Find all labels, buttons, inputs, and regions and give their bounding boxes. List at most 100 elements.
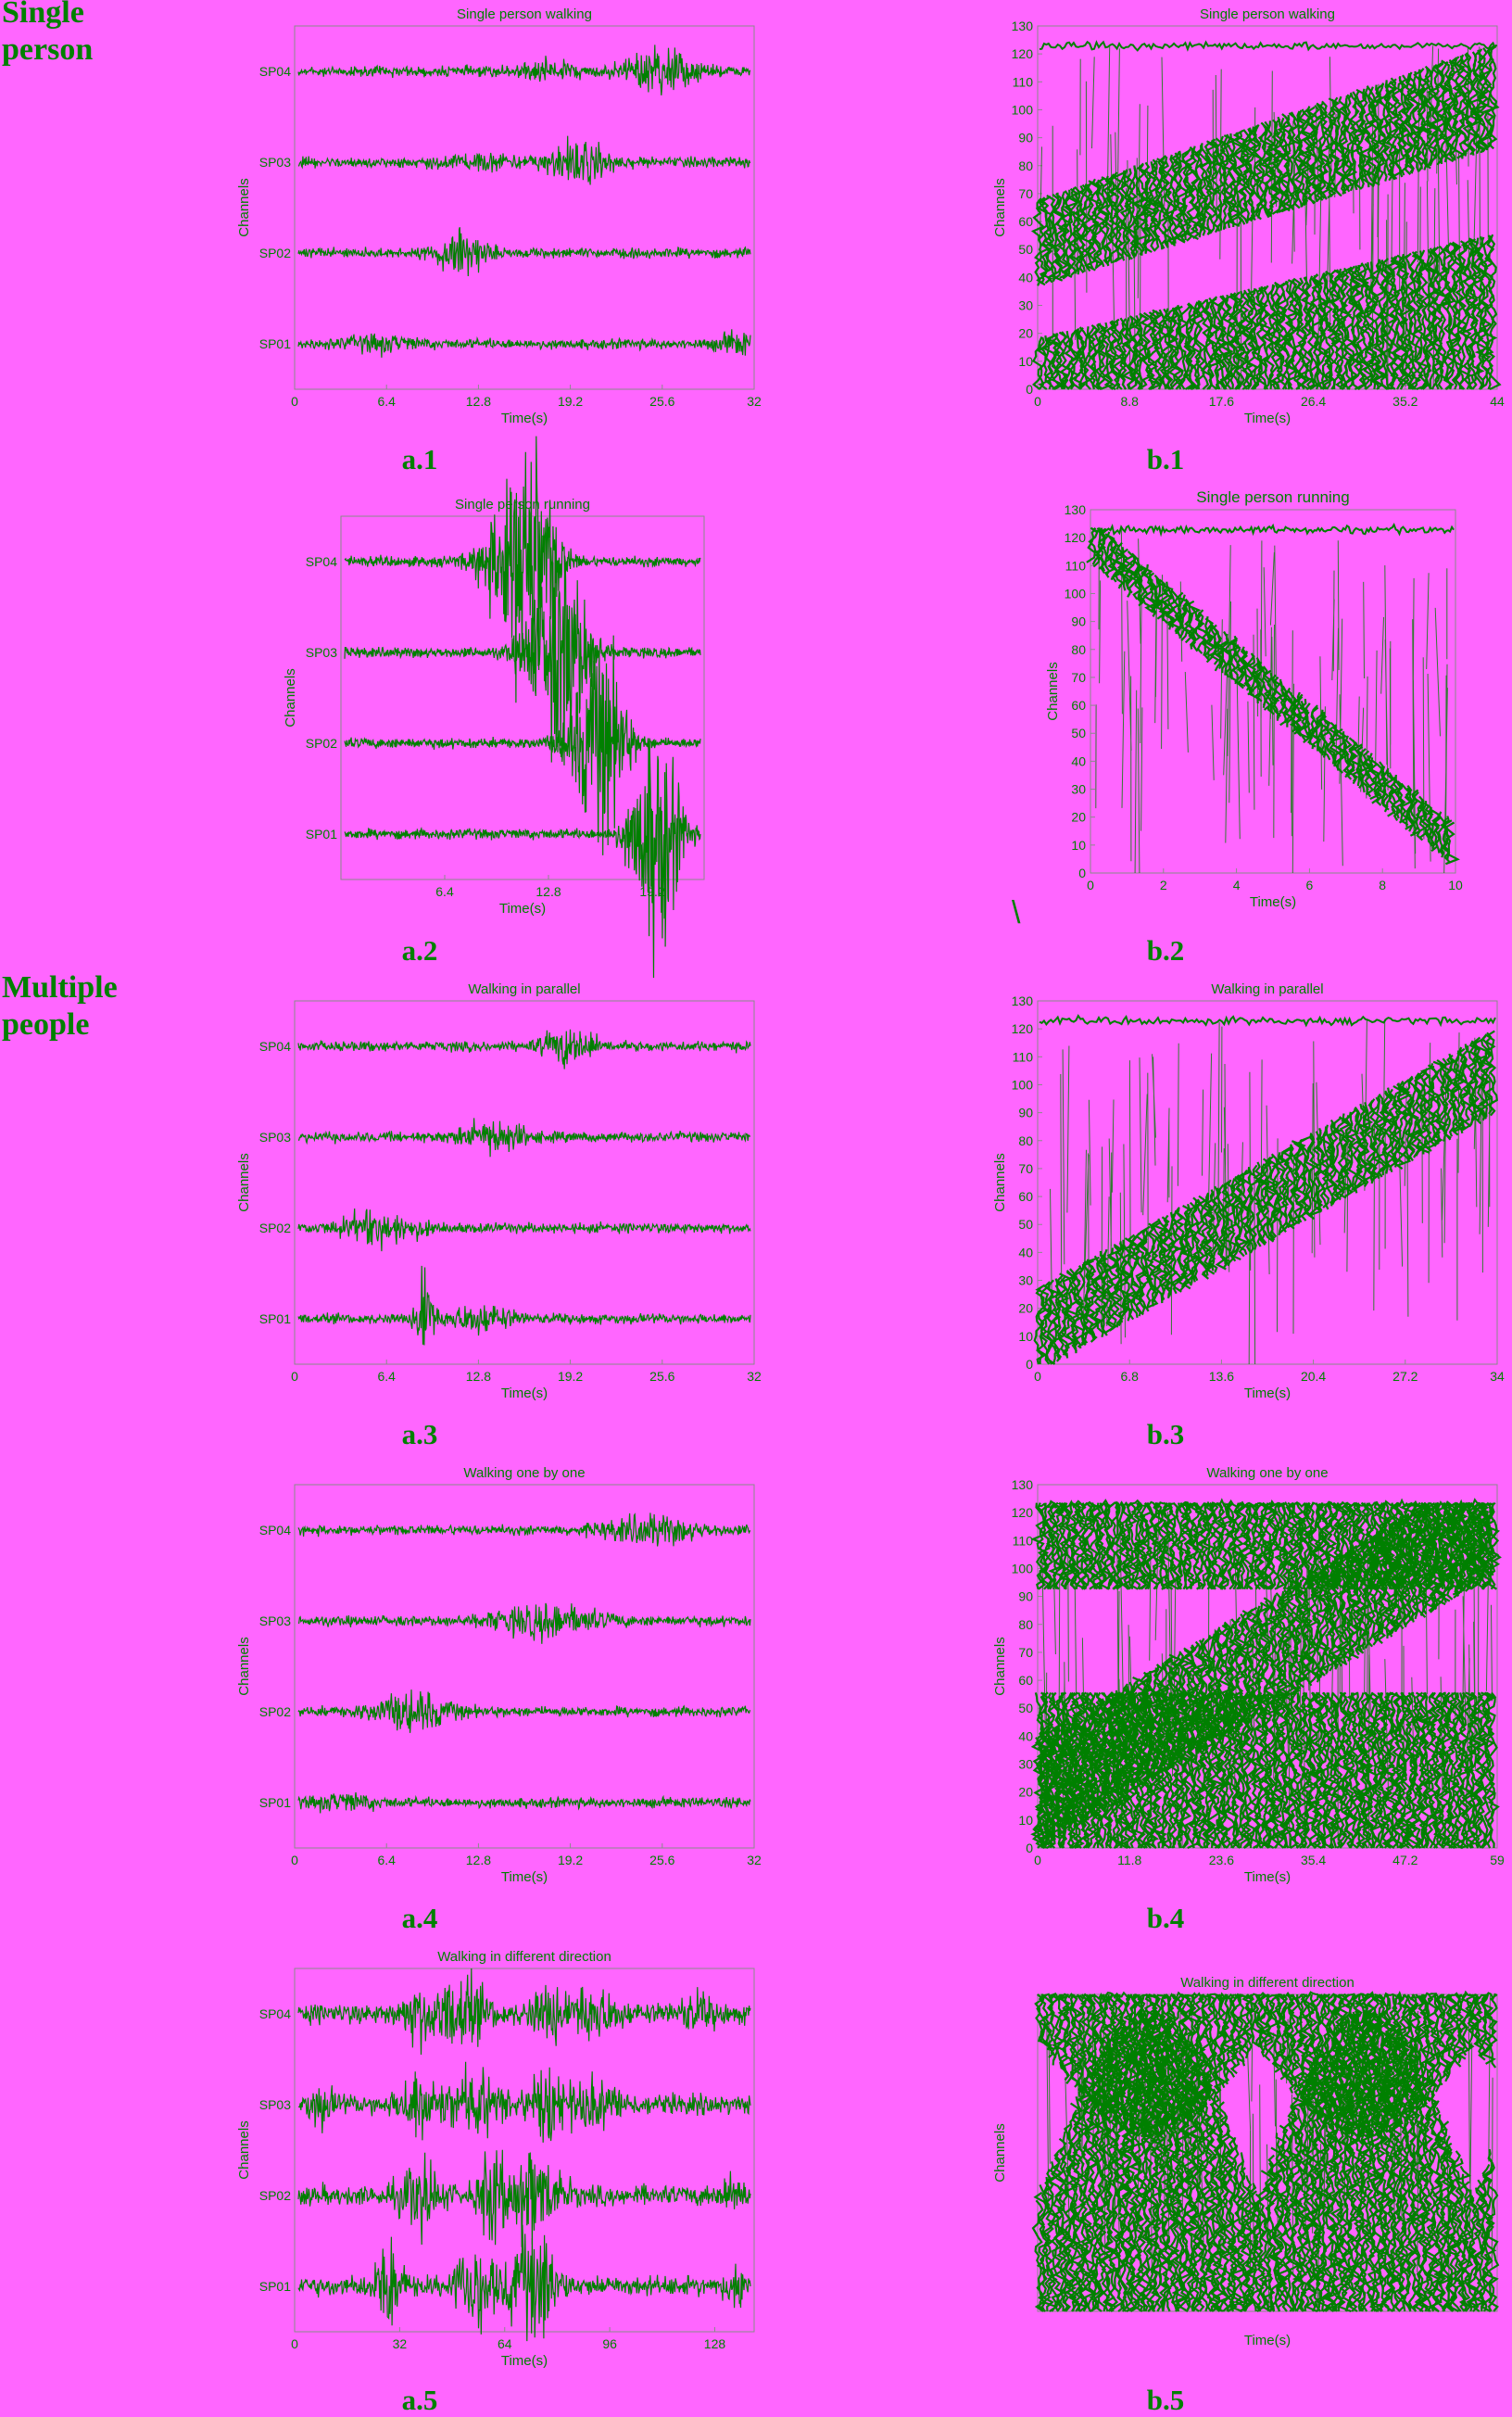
x-axis-label: Time(s) (501, 411, 548, 426)
chart-a5: Walking in different direction 0 32 64 96 128… (236, 1949, 755, 2369)
panel-caption-a-5: a.5 (401, 2384, 438, 2416)
y-tick-label: 80 (1071, 642, 1086, 657)
y-tick-label: 80 (1018, 158, 1033, 173)
x-tick-label: 32 (393, 2336, 408, 2351)
y-tick-label: 130 (1065, 502, 1087, 517)
x-axis-label: Time(s) (499, 901, 546, 917)
panel-caption-a-2: a.2 (401, 934, 438, 967)
series-trace-SP04 (297, 1029, 751, 1069)
chart-a1: Single person walking 0 6.4 12.8 19.2 25.6 32 T… (236, 6, 762, 426)
chart-b5: Walking in different direction Time(s) Cha… (992, 1975, 1500, 2348)
y-tick-label: 20 (1071, 810, 1086, 825)
x-tick-label: 0 (1034, 394, 1041, 409)
y-axis-label: Channels (992, 178, 1008, 236)
y-tick-label: 10 (1018, 1813, 1033, 1828)
x-axis-label: Time(s) (1244, 1869, 1291, 1885)
series-label: SP02 (259, 1221, 291, 1235)
y-tick-label: 120 (1012, 1505, 1034, 1520)
y-tick-label: 90 (1071, 614, 1086, 629)
x-tick-label: 35.2 (1392, 394, 1418, 409)
x-tick-label: 23.6 (1209, 1853, 1234, 1867)
x-tick-label: 6.4 (377, 394, 396, 409)
chart-b3: Walking in parallel 0 6.8 13.6 20.4 27.2 34 Tim… (992, 981, 1505, 1401)
chart-b1: Single person walking 0 8.8 17.6 26.4 35.2 44 T… (992, 6, 1505, 426)
y-tick-label: 130 (1012, 19, 1034, 33)
y-tick-label: 50 (1018, 1701, 1033, 1715)
panel-caption-b-4: b.4 (1146, 1902, 1185, 1934)
x-tick-label: 0 (291, 2336, 298, 2351)
series-trace-SP03 (344, 553, 701, 766)
panel-caption-a-3: a.3 (401, 1418, 438, 1450)
panel-caption-b-2: b.2 (1146, 934, 1185, 967)
y-tick-label: 90 (1018, 1589, 1033, 1604)
series-label: SP01 (259, 1795, 291, 1810)
panel-caption-a-4: a.4 (401, 1902, 438, 1934)
series-label: SP01 (259, 1311, 291, 1326)
y-tick-label: 30 (1018, 298, 1033, 313)
y-tick-label: 40 (1018, 270, 1033, 285)
plot-frame (1037, 1000, 1498, 1365)
x-axis-label: Time(s) (1244, 2333, 1291, 2348)
x-tick-label: 26.4 (1301, 394, 1326, 409)
section-label-multiple-people: Multiple people (2, 970, 118, 1042)
y-tick-label: 20 (1018, 1301, 1033, 1316)
stray-backslash-mark: \ (1012, 895, 1021, 930)
y-axis-label: Channels (992, 2123, 1008, 2182)
series-trace-SP02 (297, 1208, 751, 1252)
top-channel-trace (1039, 1990, 1496, 2004)
chart-a3: Walking in parallel 0 6.4 12.8 19.2 25.6 32 Tim… (236, 981, 762, 1401)
x-tick-label: 32 (747, 1853, 762, 1867)
panel-a5: Walking in different direction 0 32 64 96 128… (236, 1941, 767, 2374)
x-tick-label: 35.4 (1301, 1853, 1326, 1867)
x-tick-label: 59 (1490, 1853, 1505, 1867)
y-tick-label: 70 (1018, 1161, 1033, 1176)
series-label: SP03 (259, 155, 291, 170)
chart-title: Walking in parallel (468, 981, 580, 997)
x-tick-label: 12.8 (466, 1369, 491, 1384)
chart-title: Walking one by one (463, 1465, 585, 1481)
series-trace-SP04 (297, 44, 751, 95)
x-tick-label: 25.6 (649, 1853, 674, 1867)
y-axis-label: Channels (992, 1637, 1008, 1695)
x-axis-label: Time(s) (1244, 411, 1291, 426)
top-channel-trace (1039, 40, 1496, 52)
panel-caption-b-5: b.5 (1146, 2384, 1185, 2416)
y-axis-label: Channels (236, 1153, 252, 1211)
series-trace-SP02 (297, 2149, 751, 2247)
y-tick-label: 100 (1012, 1561, 1034, 1575)
x-tick-label: 17.6 (1209, 394, 1234, 409)
y-tick-label: 40 (1018, 1245, 1033, 1259)
y-axis-label: Channels (283, 668, 298, 727)
x-tick-label: 34 (1490, 1369, 1505, 1384)
y-axis-label: Channels (992, 1153, 1008, 1211)
top-channel-trace (1091, 522, 1455, 538)
y-tick-label: 30 (1071, 782, 1086, 797)
series-label: SP03 (259, 2097, 291, 2112)
background-traces (1046, 1994, 1493, 2312)
x-tick-label: 4 (1233, 878, 1241, 892)
chart-title: Walking one by one (1206, 1465, 1328, 1481)
x-tick-label: 64 (498, 2336, 512, 2351)
series-label: SP02 (259, 246, 291, 260)
y-tick-label: 60 (1018, 214, 1033, 229)
series-trace-SP01 (297, 2224, 751, 2342)
y-tick-label: 80 (1018, 1133, 1033, 1148)
x-tick-label: 2 (1160, 878, 1167, 892)
x-tick-label: 32 (747, 394, 762, 409)
panel-a1: Single person walking 0 6.4 12.8 19.2 25.6 32 T… (236, 0, 767, 432)
y-axis-label: Channels (1045, 662, 1061, 720)
y-axis-label: Channels (236, 1637, 252, 1695)
y-tick-label: 10 (1071, 838, 1086, 853)
series-trace-SP02 (297, 1689, 751, 1733)
panel-caption-b-1: b.1 (1146, 443, 1185, 475)
series-label: SP04 (259, 1039, 291, 1054)
background-traces (1095, 528, 1448, 874)
plot-frame (294, 1000, 755, 1365)
y-tick-label: 0 (1078, 866, 1086, 880)
series-trace-SP03 (297, 1602, 751, 1644)
x-tick-label: 0 (291, 394, 298, 409)
chart-title: Single person walking (457, 6, 592, 22)
event-traces (1030, 1501, 1502, 1850)
y-tick-label: 60 (1071, 698, 1086, 713)
section-label-single-person: Single person (2, 0, 94, 67)
